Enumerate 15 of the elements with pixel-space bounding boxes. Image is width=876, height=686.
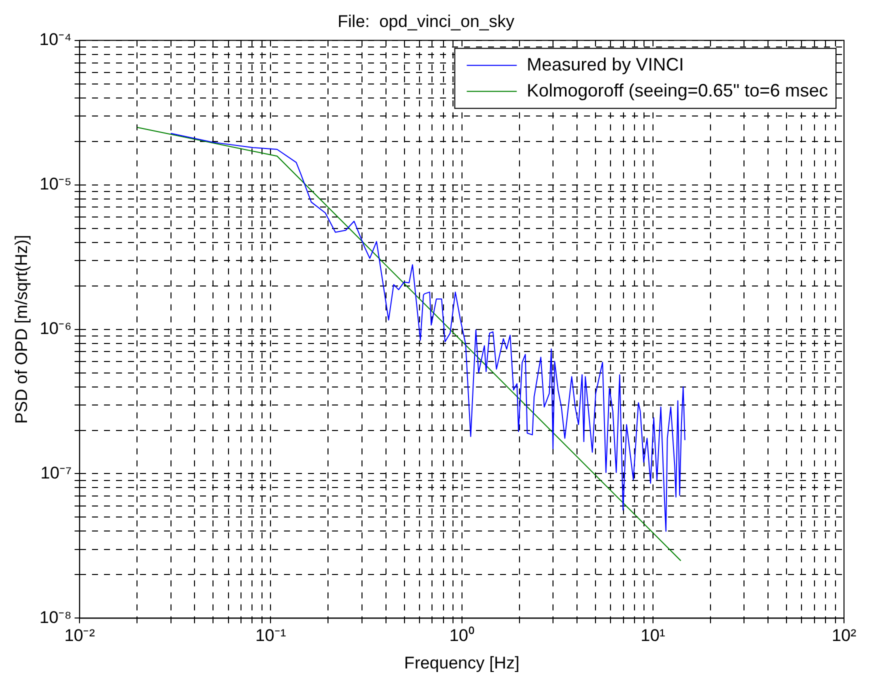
y-tick-label: 10⁻⁴: [39, 30, 72, 50]
x-tick-label: 10⁰: [449, 626, 474, 646]
legend-label: Kolmogoroff (seeing=0.65" to=6 msec: [526, 80, 828, 100]
x-tick-label: 10²: [832, 626, 857, 646]
x-tick-label: 10⁻¹: [255, 626, 286, 646]
chart-title: File: opd_vinci_on_sky: [338, 12, 515, 31]
y-tick-label: 10⁻⁸: [40, 608, 72, 627]
y-tick-label: 10⁻⁷: [40, 463, 72, 482]
y-axis-title: PSD of OPD [m/sqrt(Hz)]: [12, 234, 31, 424]
y-tick-label: 10⁻⁶: [40, 318, 72, 338]
y-tick-label: 10⁻⁵: [40, 174, 72, 194]
x-tick-label: 10⁻²: [64, 626, 96, 646]
x-tick-label: 10¹: [640, 626, 666, 646]
legend-label: Measured by VINCI: [526, 54, 684, 74]
x-axis-title: Frequency [Hz]: [404, 653, 520, 672]
